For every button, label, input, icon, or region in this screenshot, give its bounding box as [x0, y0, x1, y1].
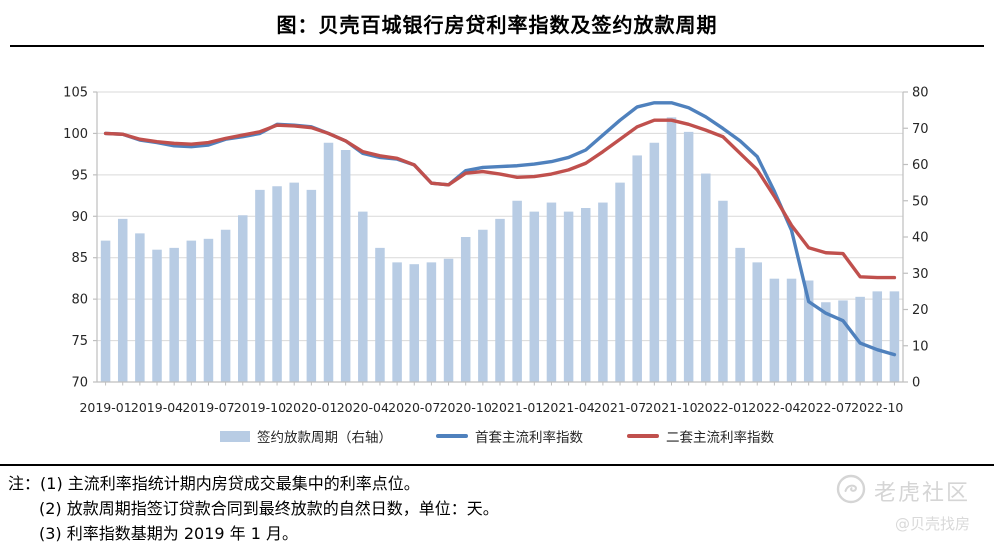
footnote-prefix: 注： — [8, 474, 41, 493]
svg-text:2020-07: 2020-07 — [388, 400, 440, 415]
bar-swatch-icon — [220, 430, 250, 442]
legend-item-loan-cycle: 签约放款周期（右轴） — [220, 426, 392, 446]
svg-text:80: 80 — [912, 86, 929, 101]
legend-label-second-home: 二套主流利率指数 — [666, 430, 774, 446]
footnotes: 注：(1) 主流利率指统计期内房贷成交最集中的利率点位。 (2) 放款周期指签订… — [0, 464, 994, 546]
svg-text:70: 70 — [71, 376, 88, 391]
svg-text:2022-04: 2022-04 — [748, 400, 800, 415]
svg-text:2022-01: 2022-01 — [697, 400, 749, 415]
svg-text:75: 75 — [71, 334, 88, 349]
svg-text:2021-10: 2021-10 — [645, 400, 697, 415]
legend-label-first-home: 首套主流利率指数 — [475, 430, 583, 446]
legend-label-loan-cycle: 签约放款周期（右轴） — [257, 430, 392, 446]
svg-text:40: 40 — [912, 231, 929, 246]
svg-text:2019-07: 2019-07 — [182, 400, 234, 415]
title-divider — [10, 45, 984, 47]
chart-title: 图：贝壳百城银行房贷利率指数及签约放款周期 — [276, 13, 718, 37]
svg-text:2019-01: 2019-01 — [79, 400, 131, 415]
tiger-logo-icon — [836, 474, 866, 508]
watermark-handle: @贝壳找房 — [894, 515, 970, 533]
footnote-2: (2) 放款周期指签订贷款合同到最终放款的自然日数，单位：天。 — [39, 499, 499, 518]
svg-text:2019-10: 2019-10 — [234, 400, 286, 415]
svg-text:2021-07: 2021-07 — [594, 400, 646, 415]
svg-text:80: 80 — [71, 293, 88, 308]
svg-text:60: 60 — [912, 158, 929, 173]
svg-text:30: 30 — [912, 267, 929, 282]
legend-item-first-home: 首套主流利率指数 — [436, 426, 583, 446]
red-line-swatch-icon — [627, 434, 659, 438]
svg-text:85: 85 — [71, 251, 88, 266]
svg-text:2020-01: 2020-01 — [285, 400, 337, 415]
svg-text:100: 100 — [63, 127, 88, 142]
svg-text:10: 10 — [912, 339, 929, 354]
legend-item-second-home: 二套主流利率指数 — [627, 426, 774, 446]
svg-text:2020-04: 2020-04 — [337, 400, 389, 415]
svg-text:70: 70 — [912, 122, 929, 137]
svg-text:2019-04: 2019-04 — [131, 400, 183, 415]
footnote-3: (3) 利率指数基期为 2019 年 1 月。 — [39, 524, 298, 543]
svg-text:2022-07: 2022-07 — [800, 400, 852, 415]
svg-text:0: 0 — [912, 376, 920, 391]
chart-legend: 签约放款周期（右轴） 首套主流利率指数 二套主流利率指数 — [0, 426, 994, 446]
svg-text:2021-01: 2021-01 — [491, 400, 543, 415]
watermark-name: 老虎社区 — [873, 481, 970, 506]
watermark: 老虎社区 @贝壳找房 — [836, 474, 970, 534]
svg-text:50: 50 — [912, 194, 929, 209]
svg-text:90: 90 — [71, 210, 88, 225]
svg-text:105: 105 — [63, 86, 88, 101]
svg-text:2022-10: 2022-10 — [851, 400, 903, 415]
svg-text:2020-10: 2020-10 — [440, 400, 492, 415]
blue-line-swatch-icon — [436, 434, 468, 438]
svg-text:2021-04: 2021-04 — [542, 400, 594, 415]
footnote-1: 注：(1) 主流利率指统计期内房贷成交最集中的利率点位。 — [8, 474, 420, 493]
svg-text:95: 95 — [71, 168, 88, 183]
svg-text:20: 20 — [912, 303, 929, 318]
